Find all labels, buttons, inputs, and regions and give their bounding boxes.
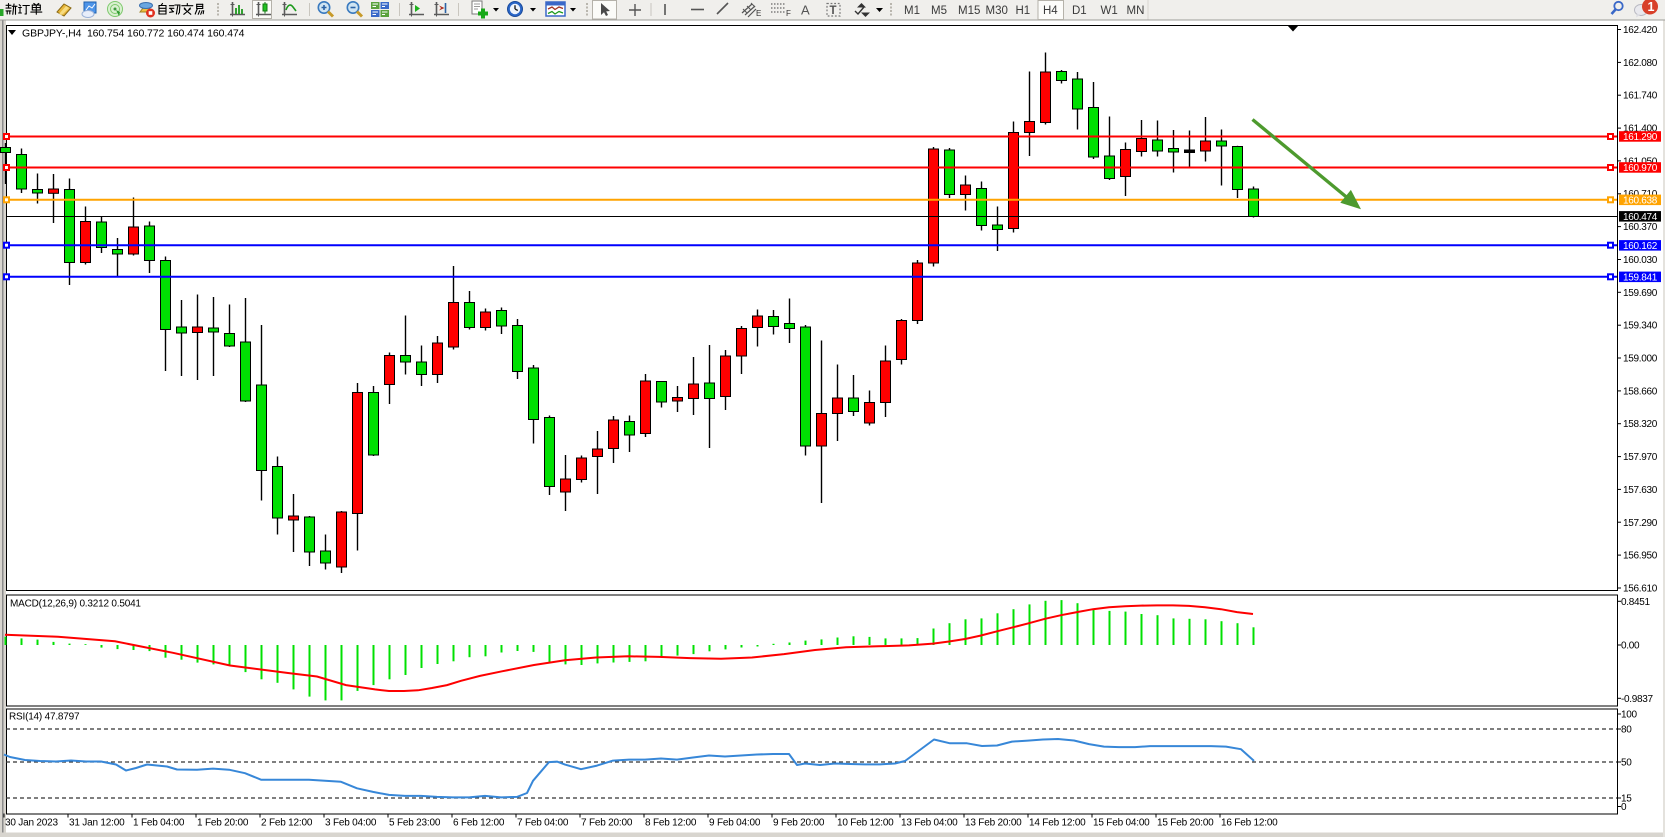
svg-text:0.8451: 0.8451 [1621, 597, 1651, 608]
svg-text:0.00: 0.00 [1621, 641, 1640, 652]
svg-text:H1: H1 [1016, 5, 1031, 17]
svg-text:9 Feb 04:00: 9 Feb 04:00 [709, 818, 761, 829]
svg-text:A: A [801, 3, 810, 18]
svg-text:156.610: 156.610 [1623, 584, 1658, 595]
svg-text:160.638: 160.638 [1623, 195, 1658, 206]
svg-text:RSI(14) 47.8797: RSI(14) 47.8797 [9, 712, 80, 723]
svg-text:30 Jan 2023: 30 Jan 2023 [5, 818, 58, 829]
svg-text:159.000: 159.000 [1623, 354, 1658, 365]
svg-text:157.290: 157.290 [1623, 518, 1658, 529]
svg-text:M5: M5 [931, 5, 947, 17]
svg-text:161.050: 161.050 [1623, 156, 1658, 167]
svg-text:M30: M30 [986, 5, 1008, 17]
svg-text:161.740: 161.740 [1623, 91, 1658, 102]
svg-text:0: 0 [1621, 802, 1627, 813]
svg-text:160.030: 160.030 [1623, 255, 1658, 266]
svg-text:14 Feb 12:00: 14 Feb 12:00 [1029, 818, 1086, 829]
svg-text:162.420: 162.420 [1623, 25, 1658, 36]
svg-text:13 Feb 20:00: 13 Feb 20:00 [965, 818, 1022, 829]
svg-text:MACD(12,26,9) 0.3212 0.5041: MACD(12,26,9) 0.3212 0.5041 [10, 599, 141, 610]
svg-text:100: 100 [1621, 710, 1638, 721]
svg-text:80: 80 [1621, 725, 1632, 736]
svg-text:158.660: 158.660 [1623, 386, 1658, 397]
svg-text:8 Feb 12:00: 8 Feb 12:00 [645, 818, 697, 829]
svg-text:5 Feb 23:00: 5 Feb 23:00 [389, 818, 441, 829]
svg-text:2 Feb 12:00: 2 Feb 12:00 [261, 818, 313, 829]
svg-text:T: T [830, 5, 837, 17]
svg-text:162.080: 162.080 [1623, 58, 1658, 69]
svg-text:E: E [756, 9, 761, 18]
svg-text:F: F [786, 9, 791, 18]
svg-text:3 Feb 04:00: 3 Feb 04:00 [325, 818, 377, 829]
svg-text:W1: W1 [1101, 5, 1118, 17]
svg-text:D1: D1 [1072, 5, 1087, 17]
svg-text:6 Feb 12:00: 6 Feb 12:00 [453, 818, 505, 829]
svg-text:15 Feb 20:00: 15 Feb 20:00 [1157, 818, 1214, 829]
svg-text:7 Feb 20:00: 7 Feb 20:00 [581, 818, 633, 829]
svg-text:13 Feb 04:00: 13 Feb 04:00 [901, 818, 958, 829]
svg-text:160.474: 160.474 [1623, 212, 1658, 223]
svg-text:160.162: 160.162 [1623, 241, 1658, 252]
svg-text:158.320: 158.320 [1623, 419, 1658, 430]
svg-text:MN: MN [1127, 5, 1145, 17]
svg-text:-0.9837: -0.9837 [1621, 694, 1654, 705]
svg-text:159.690: 159.690 [1623, 288, 1658, 299]
svg-text:161.400: 161.400 [1623, 124, 1658, 135]
svg-text:10 Feb 12:00: 10 Feb 12:00 [837, 818, 894, 829]
svg-text:31 Jan 12:00: 31 Jan 12:00 [69, 818, 125, 829]
svg-text:M1: M1 [904, 5, 920, 17]
svg-text:M15: M15 [958, 5, 980, 17]
svg-text:7 Feb 04:00: 7 Feb 04:00 [517, 818, 569, 829]
svg-text:1: 1 [1648, 0, 1655, 14]
svg-text:16 Feb 12:00: 16 Feb 12:00 [1221, 818, 1278, 829]
svg-text:156.950: 156.950 [1623, 551, 1658, 562]
svg-text:15 Feb 04:00: 15 Feb 04:00 [1093, 818, 1150, 829]
svg-text:GBPJPY-,H4 160.754 160.772 16: GBPJPY-,H4 160.754 160.772 160.474 160.4… [22, 28, 245, 40]
svg-text:160.970: 160.970 [1623, 163, 1658, 174]
svg-text:15: 15 [1621, 794, 1632, 805]
svg-text:H4: H4 [1043, 5, 1058, 17]
svg-text:1 Feb 20:00: 1 Feb 20:00 [197, 818, 249, 829]
svg-text:157.630: 157.630 [1623, 485, 1658, 496]
svg-text:160.370: 160.370 [1623, 222, 1658, 233]
svg-text:159.340: 159.340 [1623, 321, 1658, 332]
svg-text:1 Feb 04:00: 1 Feb 04:00 [133, 818, 185, 829]
svg-text:50: 50 [1621, 758, 1632, 769]
svg-text:161.290: 161.290 [1623, 132, 1658, 143]
svg-text:9 Feb 20:00: 9 Feb 20:00 [773, 818, 825, 829]
svg-text:157.970: 157.970 [1623, 452, 1658, 463]
svg-text:159.841: 159.841 [1623, 273, 1658, 284]
